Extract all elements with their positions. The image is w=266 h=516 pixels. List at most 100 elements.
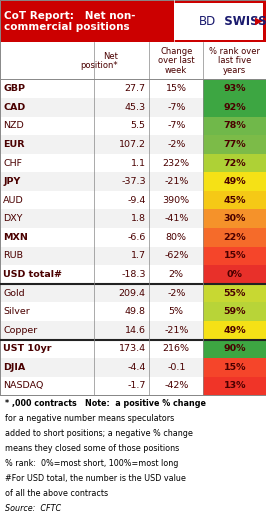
Text: CAD: CAD	[3, 103, 26, 112]
Text: 390%: 390%	[163, 196, 190, 205]
Text: 209.4: 209.4	[119, 288, 146, 298]
Bar	[203, 228, 266, 247]
Bar	[0, 79, 266, 98]
Bar	[174, 3, 263, 40]
Text: 15%: 15%	[223, 251, 246, 261]
Text: Copper: Copper	[3, 326, 38, 335]
Text: % rank:  0%=most short, 100%=most long: % rank: 0%=most short, 100%=most long	[5, 459, 179, 468]
Text: Gold: Gold	[3, 288, 25, 298]
Bar	[0, 172, 266, 191]
Text: 14.6: 14.6	[125, 326, 146, 335]
Text: 22%: 22%	[223, 233, 246, 242]
Text: 1.1: 1.1	[131, 158, 146, 168]
Text: Change
over last
week: Change over last week	[158, 46, 194, 75]
Text: SWISS: SWISS	[216, 14, 266, 28]
Bar	[203, 302, 266, 321]
Text: 30%: 30%	[223, 214, 246, 223]
Text: -6.6: -6.6	[127, 233, 146, 242]
Text: -62%: -62%	[164, 251, 188, 261]
Text: Source:  CFTC: Source: CFTC	[5, 504, 61, 513]
Text: DJIA: DJIA	[3, 363, 26, 372]
Bar	[203, 172, 266, 191]
Text: -21%: -21%	[164, 177, 188, 186]
Text: 77%: 77%	[223, 140, 246, 149]
Text: -7%: -7%	[167, 121, 185, 131]
Text: 107.2: 107.2	[119, 140, 146, 149]
Text: 15%: 15%	[223, 363, 246, 372]
Bar	[203, 135, 266, 154]
Text: 1.7: 1.7	[131, 251, 146, 261]
Bar	[0, 302, 266, 321]
Text: -18.3: -18.3	[121, 270, 146, 279]
Bar	[0, 340, 266, 358]
Text: 2%: 2%	[169, 270, 184, 279]
Text: 80%: 80%	[166, 233, 187, 242]
Text: 90%: 90%	[223, 344, 246, 353]
Text: #For USD total, the number is the USD value: #For USD total, the number is the USD va…	[5, 474, 186, 483]
Bar	[0, 191, 266, 209]
Bar	[0, 321, 266, 340]
Text: BD: BD	[199, 14, 216, 28]
Bar	[203, 209, 266, 228]
Text: 92%: 92%	[223, 103, 246, 112]
Bar	[0, 0, 266, 42]
Text: -42%: -42%	[164, 381, 188, 391]
Text: 59%: 59%	[223, 307, 246, 316]
Bar	[203, 98, 266, 117]
Text: added to short positions; a negative % change: added to short positions; a negative % c…	[5, 429, 193, 438]
Text: AUD: AUD	[3, 196, 24, 205]
Text: 173.4: 173.4	[119, 344, 146, 353]
Text: 5%: 5%	[169, 307, 184, 316]
Bar	[0, 117, 266, 135]
Bar	[0, 154, 266, 172]
Bar	[203, 284, 266, 302]
Text: for a negative number means speculators: for a negative number means speculators	[5, 414, 174, 423]
Bar	[0, 209, 266, 228]
Text: 49%: 49%	[223, 326, 246, 335]
Text: 93%: 93%	[223, 84, 246, 93]
Text: -21%: -21%	[164, 326, 188, 335]
Text: 49%: 49%	[223, 177, 246, 186]
Text: -7%: -7%	[167, 103, 185, 112]
Text: 55%: 55%	[223, 288, 246, 298]
Bar	[0, 135, 266, 154]
Text: Silver: Silver	[3, 307, 30, 316]
Text: CHF: CHF	[3, 158, 22, 168]
Bar	[0, 228, 266, 247]
Bar	[203, 265, 266, 284]
Text: -0.1: -0.1	[167, 363, 185, 372]
Text: USD total#: USD total#	[3, 270, 62, 279]
Text: NZD: NZD	[3, 121, 24, 131]
Bar	[0, 377, 266, 395]
Text: 45.3: 45.3	[125, 103, 146, 112]
Text: RUB: RUB	[3, 251, 23, 261]
Text: 72%: 72%	[223, 158, 246, 168]
Text: 5.5: 5.5	[131, 121, 146, 131]
Text: ▶: ▶	[255, 16, 262, 26]
Bar	[203, 117, 266, 135]
Text: 15%: 15%	[166, 84, 187, 93]
Text: -41%: -41%	[164, 214, 188, 223]
Text: 13%: 13%	[223, 381, 246, 391]
Text: means they closed some of those positions: means they closed some of those position…	[5, 444, 180, 453]
Text: 232%: 232%	[163, 158, 190, 168]
Bar	[0, 42, 266, 79]
Bar	[203, 340, 266, 358]
Text: -2%: -2%	[167, 288, 185, 298]
Text: Net
position*: Net position*	[80, 52, 118, 70]
Bar	[0, 247, 266, 265]
Bar	[0, 284, 266, 302]
Bar	[203, 321, 266, 340]
Text: 27.7: 27.7	[125, 84, 146, 93]
Text: * ,000 contracts   Note:  a positive % change: * ,000 contracts Note: a positive % chan…	[5, 399, 206, 408]
Text: of all the above contracts: of all the above contracts	[5, 489, 109, 498]
Bar	[203, 191, 266, 209]
Text: DXY: DXY	[3, 214, 23, 223]
Text: CoT Report:   Net non-
commercial positions: CoT Report: Net non- commercial position…	[4, 10, 135, 32]
Text: 49.8: 49.8	[125, 307, 146, 316]
Bar	[0, 358, 266, 377]
Bar	[203, 377, 266, 395]
Bar	[203, 154, 266, 172]
Text: -4.4: -4.4	[127, 363, 146, 372]
Text: 78%: 78%	[223, 121, 246, 131]
